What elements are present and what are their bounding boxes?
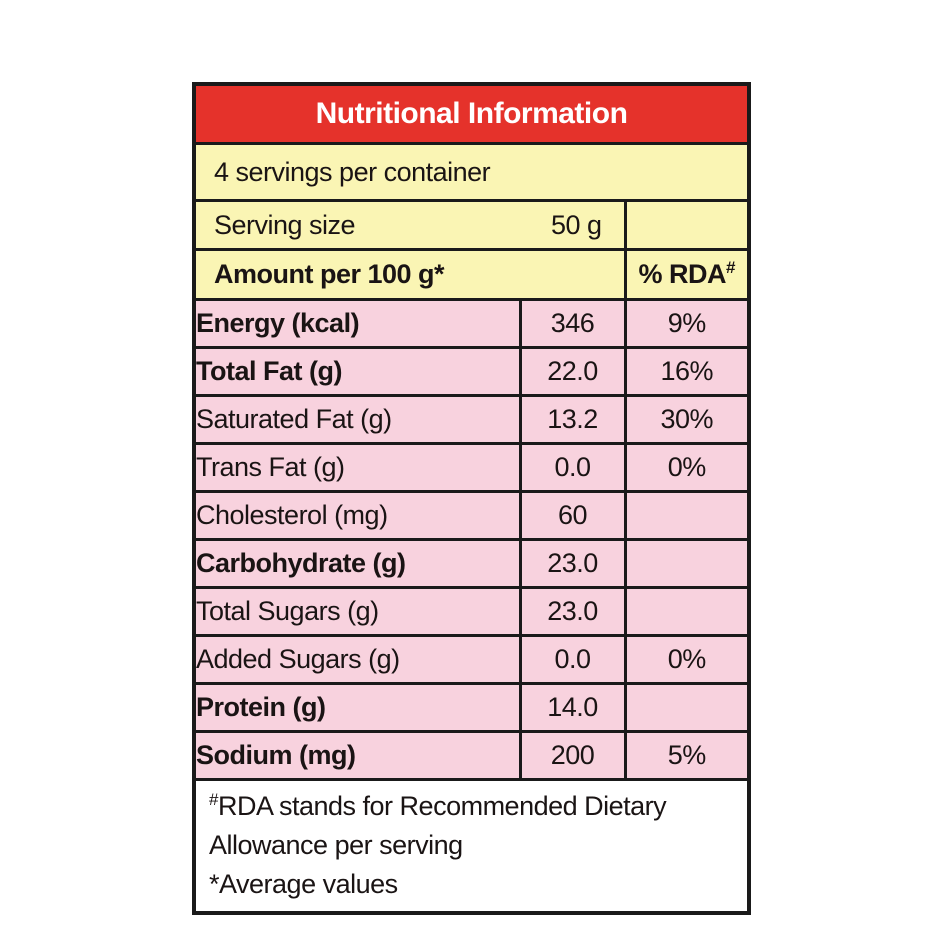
label-title: Nutritional Information xyxy=(192,82,751,145)
nutrient-label: Trans Fat (g) xyxy=(192,442,522,493)
table-row-sodium: Sodium (mg) 200 5% xyxy=(192,730,751,781)
table-row-trans-fat: Trans Fat (g) 0.0 0% xyxy=(192,442,751,493)
nutrient-label: Sodium (mg) xyxy=(192,730,522,781)
table-row-protein: Protein (g) 14.0 xyxy=(192,682,751,733)
title-row: Nutritional Information xyxy=(192,82,751,145)
nutrient-value: 14.0 xyxy=(518,682,627,733)
footnote-line-rda: #RDA stands for Recommended Dietary xyxy=(209,789,667,821)
nutrient-value: 22.0 xyxy=(518,346,627,397)
nutrient-label: Protein (g) xyxy=(192,682,522,733)
nutrient-rda xyxy=(623,586,751,637)
serving-size-value: 50 g xyxy=(550,209,602,240)
nutrient-label: Total Fat (g) xyxy=(192,346,522,397)
table-row-total-sugars: Total Sugars (g) 23.0 xyxy=(192,586,751,637)
servings-row: 4 servings per container xyxy=(192,142,751,202)
footnote-row: #RDA stands for Recommended Dietary Allo… xyxy=(192,778,751,915)
nutrient-value: 13.2 xyxy=(518,394,627,445)
nutrition-label: Nutritional Information 4 servings per c… xyxy=(192,82,752,915)
nutrient-rda: 16% xyxy=(623,346,751,397)
nutrient-rda: 9% xyxy=(623,298,751,349)
nutrient-value: 346 xyxy=(518,298,627,349)
nutrient-value: 23.0 xyxy=(518,586,627,637)
nutrient-rda xyxy=(623,490,751,541)
nutrient-label: Saturated Fat (g) xyxy=(192,394,522,445)
nutrient-label: Total Sugars (g) xyxy=(192,586,522,637)
nutrient-rda xyxy=(623,682,751,733)
serving-size-label: Serving size xyxy=(214,209,356,240)
table-row-total-fat: Total Fat (g) 22.0 16% xyxy=(192,346,751,397)
table-row-carbohydrate: Carbohydrate (g) 23.0 xyxy=(192,538,751,589)
nutrient-rda: 30% xyxy=(623,394,751,445)
servings-per-container: 4 servings per container xyxy=(192,142,751,202)
serving-size-empty-cell xyxy=(623,199,751,251)
nutrient-label: Energy (kcal) xyxy=(192,298,522,349)
nutrient-label: Added Sugars (g) xyxy=(192,634,522,685)
rda-superscript: # xyxy=(726,258,735,277)
nutrient-value: 0.0 xyxy=(518,634,627,685)
footnote-line-allowance: Allowance per serving xyxy=(209,829,463,860)
amount-header-row: Amount per 100 g* % RDA# xyxy=(192,248,751,301)
nutrition-table: Nutritional Information 4 servings per c… xyxy=(192,82,752,915)
nutrient-value: 60 xyxy=(518,490,627,541)
nutrient-rda: 5% xyxy=(623,730,751,781)
nutrient-label: Carbohydrate (g) xyxy=(192,538,522,589)
footnote-line-average: *Average values xyxy=(209,868,398,899)
nutrient-label: Cholesterol (mg) xyxy=(192,490,522,541)
nutrient-value: 23.0 xyxy=(518,538,627,589)
footnote: #RDA stands for Recommended Dietary Allo… xyxy=(192,778,751,915)
nutrient-value: 200 xyxy=(518,730,627,781)
serving-size-row: Serving size 50 g xyxy=(192,199,751,251)
table-row-saturated-fat: Saturated Fat (g) 13.2 30% xyxy=(192,394,751,445)
nutrient-rda: 0% xyxy=(623,442,751,493)
hash-superscript: # xyxy=(209,789,218,809)
amount-per-100g-header: Amount per 100 g* xyxy=(192,248,627,301)
table-row-energy: Energy (kcal) 346 9% xyxy=(192,298,751,349)
table-row-added-sugars: Added Sugars (g) 0.0 0% xyxy=(192,634,751,685)
rda-column-header: % RDA# xyxy=(623,248,751,301)
nutrient-value: 0.0 xyxy=(518,442,627,493)
nutrient-rda xyxy=(623,538,751,589)
table-row-cholesterol: Cholesterol (mg) 60 xyxy=(192,490,751,541)
nutrient-rda: 0% xyxy=(623,634,751,685)
